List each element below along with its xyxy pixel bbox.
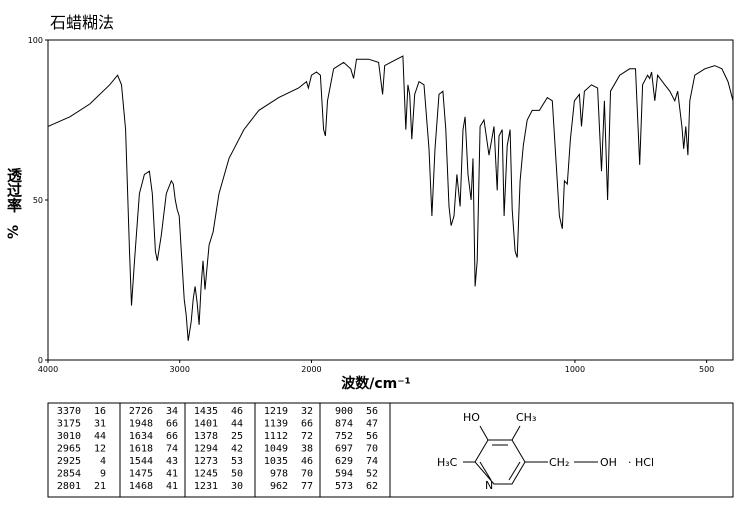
y-tick-label: 100 [28, 36, 43, 45]
peak-transmittance: 66 [301, 419, 313, 430]
x-tick-label: 500 [699, 365, 714, 374]
peak-transmittance: 34 [166, 406, 178, 417]
peak-transmittance: 53 [231, 456, 243, 467]
peak-wavenumber: 2726 [129, 406, 153, 417]
plot-frame [47, 39, 734, 361]
peak-transmittance: 41 [166, 481, 178, 492]
table-dividers [119, 403, 391, 497]
peak-transmittance: 9 [100, 469, 106, 480]
peak-transmittance: 46 [231, 406, 243, 417]
peak-wavenumber: 1035 [264, 456, 288, 467]
peak-wavenumber: 1634 [129, 431, 153, 442]
peak-wavenumber: 1435 [194, 406, 218, 417]
peak-wavenumber: 1231 [194, 481, 218, 492]
peak-wavenumber: 629 [335, 456, 353, 467]
peak-transmittance: 25 [231, 431, 243, 442]
peak-transmittance: 21 [94, 481, 106, 492]
peak-wavenumber: 594 [335, 469, 353, 480]
x-axis-label: 波数/cm⁻¹ [341, 375, 411, 392]
spectrum-line [47, 55, 734, 341]
peak-transmittance: 38 [301, 444, 313, 455]
bond [511, 425, 521, 441]
peak-transmittance: 74 [166, 444, 178, 455]
structure-label: CH₃ [516, 411, 536, 424]
peak-wavenumber: 573 [335, 481, 353, 492]
peak-transmittance: 4 [100, 456, 106, 467]
ring [474, 439, 526, 485]
peak-transmittance: 70 [301, 469, 313, 480]
peak-transmittance: 42 [231, 444, 243, 455]
peak-transmittance: 72 [301, 431, 313, 442]
peak-wavenumber: 1468 [129, 481, 153, 492]
chart-title: 石蜡糊法 [50, 13, 114, 32]
peak-wavenumber: 1475 [129, 469, 153, 480]
peak-wavenumber: 3370 [57, 406, 81, 417]
x-tick-label: 1000 [565, 365, 585, 374]
y-axis-label: 透过率 [5, 168, 23, 214]
peak-transmittance: 41 [166, 469, 178, 480]
peak-wavenumber: 2801 [57, 481, 81, 492]
peak-wavenumber: 1245 [194, 469, 218, 480]
y-axis-unit: % [6, 225, 22, 239]
peak-wavenumber: 697 [335, 444, 353, 455]
peak-wavenumber: 1378 [194, 431, 218, 442]
peak-transmittance: 52 [366, 469, 378, 480]
peak-wavenumber: 1618 [129, 444, 153, 455]
structure-label: H₃C [437, 456, 458, 469]
x-tick-label: 2000 [301, 365, 321, 374]
peak-wavenumber: 1139 [264, 419, 288, 430]
peak-transmittance: 70 [366, 444, 378, 455]
peak-wavenumber: 3010 [57, 431, 81, 442]
structure-label: HO [463, 411, 480, 424]
peak-wavenumber: 1112 [264, 431, 288, 442]
peak-transmittance: 16 [94, 406, 106, 417]
peak-wavenumber: 1544 [129, 456, 153, 467]
structure-label: · HCl [628, 456, 654, 469]
y-tick-label: 0 [38, 356, 43, 365]
double-bond [479, 461, 492, 481]
peak-transmittance: 12 [94, 444, 106, 455]
peak-transmittance: 30 [231, 481, 243, 492]
peak-transmittance: 62 [366, 481, 378, 492]
peak-wavenumber: 1948 [129, 419, 153, 430]
peak-transmittance: 47 [366, 419, 378, 430]
peak-wavenumber: 874 [335, 419, 353, 430]
peak-transmittance: 44 [231, 419, 243, 430]
structure-label: N [485, 479, 493, 492]
y-tick-label: 50 [33, 196, 43, 205]
peak-wavenumber: 1219 [264, 406, 288, 417]
bond [479, 425, 489, 441]
peak-wavenumber: 2854 [57, 469, 81, 480]
peak-transmittance: 66 [166, 431, 178, 442]
peak-transmittance: 56 [366, 431, 378, 442]
structure-label: CH₂ [549, 456, 569, 469]
peak-wavenumber: 2925 [57, 456, 81, 467]
peak-wavenumber: 1401 [194, 419, 218, 430]
peak-transmittance: 66 [166, 419, 178, 430]
peak-transmittance: 56 [366, 406, 378, 417]
peak-wavenumber: 1273 [194, 456, 218, 467]
peak-wavenumber: 752 [335, 431, 353, 442]
peak-transmittance: 74 [366, 456, 378, 467]
peak-wavenumber: 962 [270, 481, 288, 492]
peak-wavenumber: 3175 [57, 419, 81, 430]
peak-transmittance: 44 [94, 431, 106, 442]
x-tick-label: 4000 [38, 365, 58, 374]
peak-wavenumber: 978 [270, 469, 288, 480]
peak-transmittance: 46 [301, 456, 313, 467]
peak-wavenumber: 900 [335, 406, 353, 417]
double-bond [508, 461, 521, 481]
peak-transmittance: 32 [301, 406, 313, 417]
structure-bonds [463, 425, 598, 485]
x-tick-label: 3000 [170, 365, 190, 374]
peak-transmittance: 77 [301, 481, 313, 492]
peak-wavenumber: 1294 [194, 444, 218, 455]
structure-label: OH [600, 456, 617, 469]
peak-transmittance: 43 [166, 456, 178, 467]
peak-transmittance: 31 [94, 419, 106, 430]
peak-wavenumber: 1049 [264, 444, 288, 455]
peak-wavenumber: 2965 [57, 444, 81, 455]
peak-transmittance: 50 [231, 469, 243, 480]
